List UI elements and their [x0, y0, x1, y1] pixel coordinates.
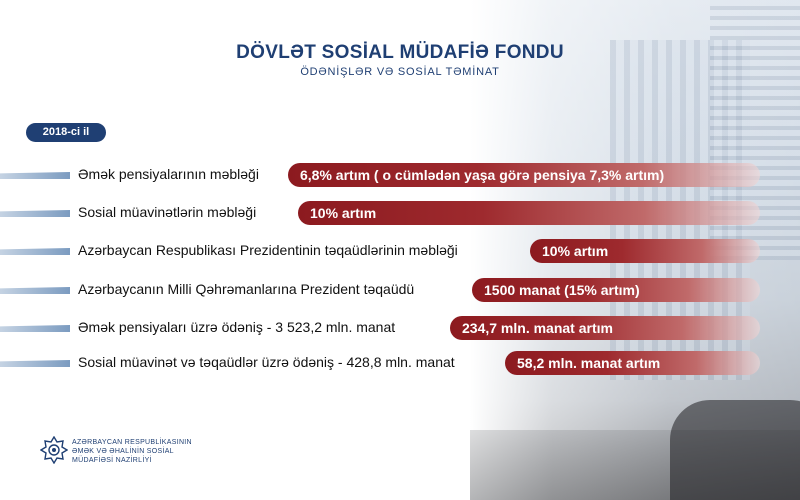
ministry-name-line: MÜDAFİƏSİ NAZİRLİYİ [72, 457, 152, 464]
car-shape [670, 400, 800, 500]
row-value-bar: 6,8% artım ( o cümlədən yaşa görə pensiy… [288, 163, 760, 187]
row-value-bar: 10% artım [530, 239, 760, 263]
row-accent [0, 360, 70, 367]
page-title: DÖVLƏT SOSİAL MÜDAFİƏ FONDU [236, 42, 564, 63]
row-accent [0, 325, 70, 332]
ministry-name: AZƏRBAYCAN RESPUBLİKASININ ƏMƏK VƏ ƏHALİ… [72, 438, 192, 465]
row-label: Sosial müavinətlərin məbləği [78, 204, 257, 220]
row-accent [0, 172, 70, 179]
row-value-bar: 1500 manat (15% artım) [472, 278, 760, 302]
row-label: Əmək pensiyaları üzrə ödəniş - 3 523,2 m… [78, 319, 396, 335]
list-item: Əmək pensiyaları üzrə ödəniş - 3 523,2 m… [0, 316, 800, 340]
list-item: Sosial müavinətlərin məbləği 10% artım [0, 201, 800, 225]
row-label: Əmək pensiyalarının məbləği [78, 166, 259, 182]
row-value-bar: 234,7 mln. manat artım [450, 316, 760, 340]
page-subtitle: ÖDƏNİŞLƏR VƏ SOSİAL TƏMİNAT [300, 66, 500, 78]
list-item: Sosial müavinət və təqaüdlər üzrə ödəniş… [0, 351, 800, 375]
row-label: Azərbaycanın Milli Qəhrəmanlarına Prezid… [78, 281, 415, 297]
row-value-bar: 10% artım [298, 201, 760, 225]
ministry-emblem-icon [40, 436, 68, 464]
row-label: Azərbaycan Respublikası Prezidentinin tə… [78, 242, 458, 258]
list-item: Əmək pensiyalarının məbləği 6,8% artım (… [0, 163, 800, 187]
row-accent [0, 248, 70, 255]
ministry-name-line: ƏMƏK VƏ ƏHALİNİN SOSİAL [72, 448, 174, 455]
row-accent [0, 287, 70, 294]
list-item: Azərbaycanın Milli Qəhrəmanlarına Prezid… [0, 278, 800, 302]
ministry-name-line: AZƏRBAYCAN RESPUBLİKASININ [72, 439, 192, 446]
year-badge: 2018-ci il [26, 123, 106, 142]
list-item: Azərbaycan Respublikası Prezidentinin tə… [0, 239, 800, 263]
row-value-bar: 58,2 mln. manat artım [505, 351, 760, 375]
row-accent [0, 210, 70, 217]
row-label: Sosial müavinət və təqaüdlər üzrə ödəniş… [78, 354, 455, 370]
